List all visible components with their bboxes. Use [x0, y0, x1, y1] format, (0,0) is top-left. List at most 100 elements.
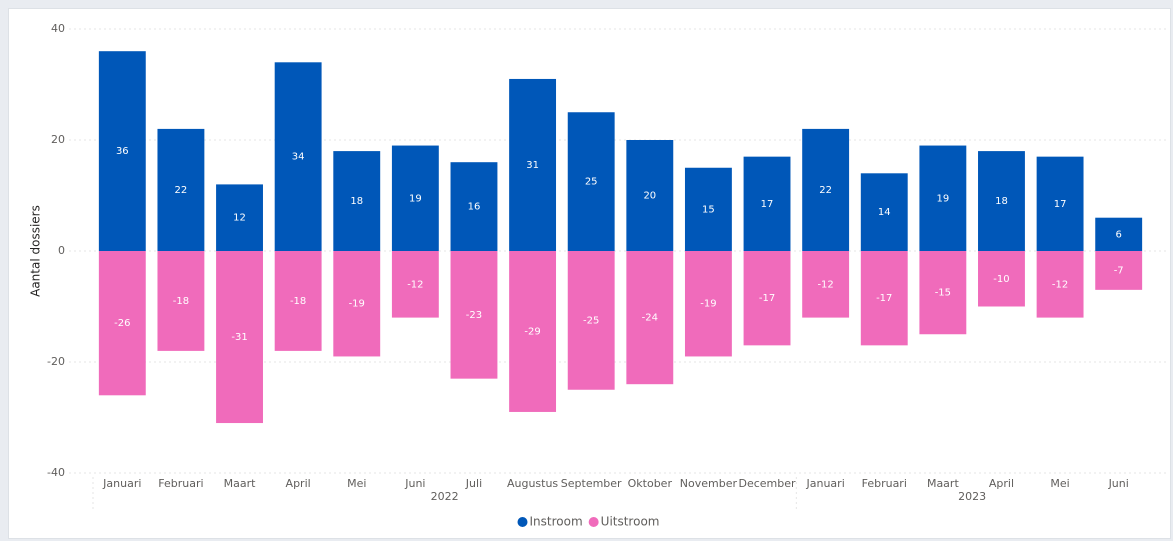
- data-label: -23: [466, 310, 482, 321]
- bar: [919, 145, 967, 251]
- data-label: 18: [995, 196, 1008, 207]
- y-tick-label: 0: [58, 244, 65, 257]
- data-label: 14: [878, 207, 891, 218]
- data-label: 25: [585, 177, 598, 188]
- data-label: 18: [350, 196, 363, 207]
- legend-label: Uitstroom: [601, 515, 660, 529]
- data-label: 17: [1054, 199, 1067, 210]
- x-tick-label: Maart: [224, 477, 256, 490]
- data-label: 36: [116, 146, 129, 157]
- data-label: -19: [349, 299, 365, 310]
- bar: [978, 151, 1025, 251]
- x-tick-label: Mei: [347, 477, 366, 490]
- x-tick-label: April: [286, 477, 311, 490]
- legend-label: Instroom: [530, 515, 583, 529]
- x-tick-label: Januari: [102, 477, 141, 490]
- bar: [860, 173, 908, 251]
- bar: [391, 145, 439, 251]
- bar: [98, 51, 146, 252]
- x-tick-label: Februari: [158, 477, 203, 490]
- x-tick-label: December: [739, 477, 797, 490]
- x-tick-label: Oktober: [628, 477, 673, 490]
- bar: [743, 251, 791, 346]
- data-label: 6: [1116, 229, 1122, 240]
- data-label: -24: [642, 313, 658, 324]
- x-tick-label: Februari: [862, 477, 907, 490]
- legend-marker: [517, 517, 528, 527]
- data-label: 12: [233, 213, 246, 224]
- data-label: -17: [759, 293, 775, 304]
- bar: [1095, 217, 1143, 251]
- x-tick-label: Juni: [1108, 477, 1129, 490]
- data-label: -18: [173, 296, 189, 307]
- data-label: -17: [876, 293, 892, 304]
- bar: [684, 251, 732, 357]
- chart-frame: Aantal dossiers -40 -20 0 20 40 Januari 36 -26 F…: [8, 8, 1171, 539]
- bar: [216, 251, 263, 424]
- bar: [216, 184, 263, 251]
- bar: [333, 151, 381, 251]
- legend-marker: [588, 517, 599, 527]
- bar: [860, 251, 908, 346]
- bar: [274, 62, 322, 251]
- bar: [450, 162, 498, 251]
- data-label: 15: [702, 204, 715, 215]
- x-tick-label: Juni: [404, 477, 425, 490]
- bar: [743, 156, 791, 251]
- bar: [1036, 156, 1084, 251]
- bar: [98, 251, 146, 396]
- data-label: -31: [231, 332, 247, 343]
- bar: [919, 251, 967, 335]
- data-label: -7: [1114, 265, 1124, 276]
- group-label: 2023: [958, 490, 986, 503]
- x-tick-label: Maart: [927, 477, 959, 490]
- bar: [567, 251, 615, 390]
- x-tick-label: November: [680, 477, 738, 490]
- bar: [626, 251, 674, 385]
- bar: [450, 251, 498, 379]
- x-tick-label: Januari: [806, 477, 845, 490]
- bar: [274, 251, 322, 351]
- data-label: -26: [114, 318, 130, 329]
- bar: [978, 251, 1025, 307]
- y-axis-label: Aantal dossiers: [29, 205, 43, 297]
- bar: [1095, 251, 1143, 290]
- data-label: 16: [468, 202, 481, 213]
- y-tick-label: 40: [51, 22, 65, 35]
- x-tick-label: Juli: [465, 477, 482, 490]
- data-label: -12: [817, 279, 833, 290]
- data-label: 20: [643, 191, 656, 202]
- data-label: 17: [761, 199, 774, 210]
- data-label: 19: [409, 193, 422, 204]
- bar: [333, 251, 381, 357]
- x-tick-label: September: [561, 477, 622, 490]
- data-label: -25: [583, 315, 599, 326]
- bar: [802, 128, 850, 251]
- bar: [391, 251, 439, 318]
- bar: [1036, 251, 1084, 318]
- group-label: 2022: [431, 490, 459, 503]
- y-tick-label: 20: [51, 133, 65, 146]
- chart: Aantal dossiers -40 -20 0 20 40 Januari 36 -26 F…: [29, 22, 1169, 529]
- y-tick-label: -20: [47, 355, 65, 368]
- data-label: -10: [993, 274, 1009, 285]
- x-tick-label: Augustus: [507, 477, 558, 490]
- x-tick-label: April: [989, 477, 1014, 490]
- x-tick-label: Mei: [1050, 477, 1069, 490]
- bar: [567, 112, 615, 251]
- bar: [509, 78, 557, 251]
- data-label: -29: [524, 326, 540, 337]
- data-label: -12: [1052, 279, 1068, 290]
- data-label: -19: [700, 299, 716, 310]
- data-label: -12: [407, 279, 423, 290]
- data-label: 22: [175, 185, 188, 196]
- data-label: 31: [526, 160, 539, 171]
- bar: [157, 128, 205, 251]
- bar: [509, 251, 557, 412]
- bar: [802, 251, 850, 318]
- data-label: -18: [290, 296, 306, 307]
- bar: [684, 167, 732, 251]
- bar: [157, 251, 205, 351]
- data-label: 19: [936, 193, 949, 204]
- data-label: 34: [292, 152, 305, 163]
